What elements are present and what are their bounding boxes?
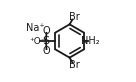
Text: ⁺O⁻: ⁺O⁻ xyxy=(30,36,46,46)
Text: O: O xyxy=(43,46,50,56)
Text: Na⁺: Na⁺ xyxy=(26,23,44,33)
Text: O: O xyxy=(43,26,50,36)
Text: Br: Br xyxy=(69,12,80,22)
Text: S: S xyxy=(43,36,50,46)
Text: NH₂: NH₂ xyxy=(81,36,100,46)
Text: Br: Br xyxy=(69,60,80,70)
